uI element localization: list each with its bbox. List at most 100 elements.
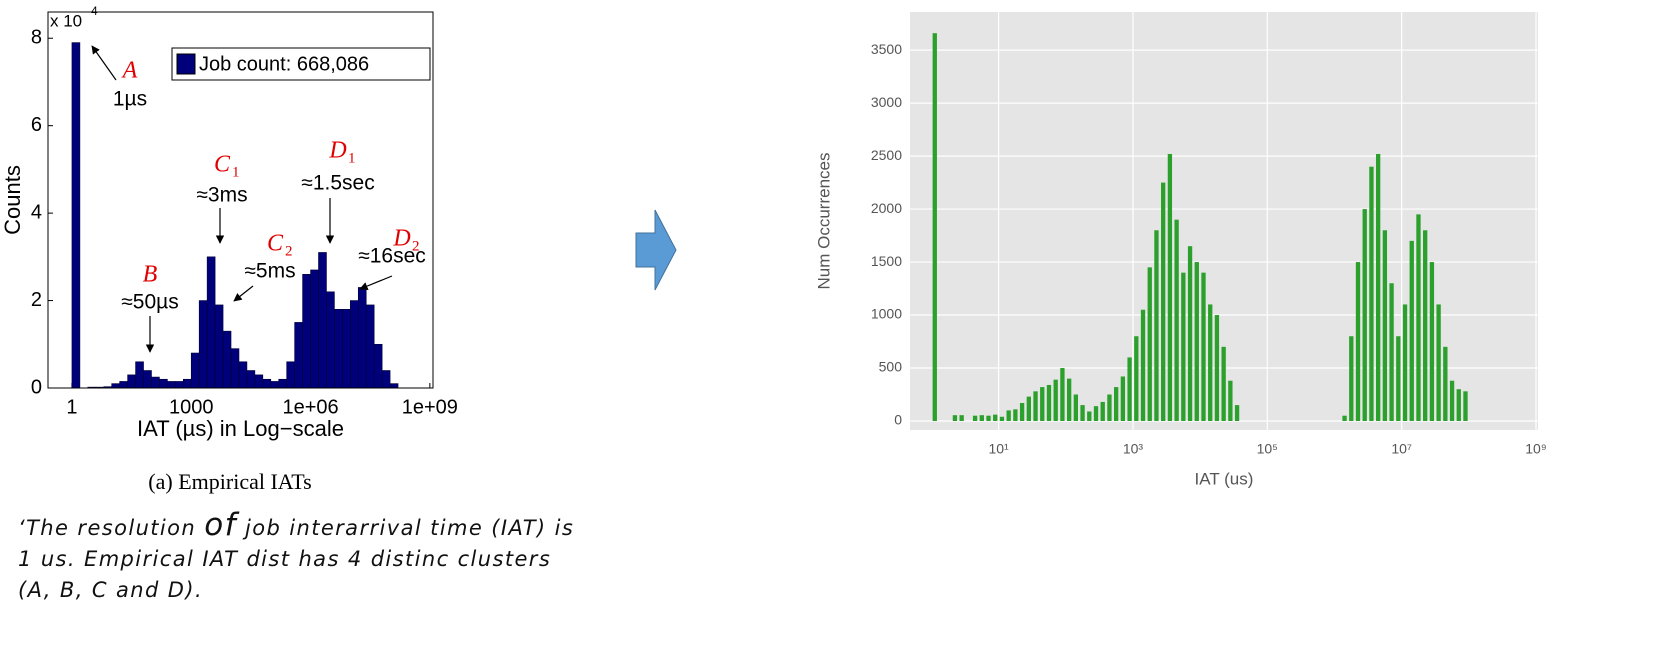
- y-tick-label: 500: [879, 359, 903, 375]
- bar: [1140, 309, 1146, 421]
- note-text: of: [204, 507, 237, 543]
- x-tick-label: 1000: [169, 396, 214, 418]
- bar: [1006, 410, 1011, 421]
- annotation-text: ≈1.5sec: [301, 172, 374, 195]
- bar: [342, 309, 351, 389]
- bar: [326, 291, 335, 389]
- bar: [334, 309, 343, 389]
- y-tick-label: 8: [31, 27, 42, 49]
- x-tick-label: 1e+06: [282, 396, 338, 418]
- x-tick-label: 10⁵: [1257, 441, 1278, 457]
- bar: [1013, 409, 1018, 421]
- bar: [1423, 230, 1428, 421]
- bar: [1429, 262, 1435, 421]
- bar: [175, 381, 184, 389]
- bar: [1026, 396, 1031, 421]
- bar: [350, 300, 359, 389]
- bar: [294, 322, 303, 389]
- bar: [1040, 387, 1045, 421]
- bar: [1369, 166, 1374, 421]
- annotation-symbol: B: [143, 262, 158, 288]
- bar: [1342, 415, 1347, 421]
- x-axis-label: IAT (µs) in Log−scale: [137, 416, 344, 441]
- bar: [365, 304, 375, 389]
- bar: [135, 361, 144, 389]
- bar: [1161, 182, 1166, 421]
- y-tick-label: 1000: [871, 306, 902, 322]
- bar: [1355, 262, 1361, 421]
- annotation-text: ≈16sec: [358, 245, 426, 268]
- bar: [318, 252, 327, 389]
- x-tick-label: 1: [66, 396, 77, 418]
- bar: [1349, 336, 1354, 421]
- bar: [111, 383, 120, 389]
- bar: [182, 378, 192, 389]
- bar: [198, 300, 208, 389]
- y-tick-label: 6: [31, 114, 42, 136]
- bar: [1134, 336, 1139, 421]
- bar: [1362, 209, 1367, 421]
- bar: [1409, 240, 1414, 421]
- bar: [1093, 406, 1099, 421]
- x-tick-label: 10¹: [988, 441, 1009, 457]
- bar: [1087, 411, 1092, 421]
- note-text: job interarrival time (IAT) is 1 us. Emp…: [18, 516, 575, 602]
- x-tick-label: 10⁷: [1391, 441, 1412, 457]
- bar: [1221, 346, 1226, 421]
- bar: [238, 361, 248, 389]
- y-tick-label: 1500: [871, 253, 902, 269]
- bar: [214, 304, 224, 389]
- plot-frame: [47, 11, 434, 389]
- bar: [1201, 272, 1206, 421]
- bar: [993, 414, 998, 421]
- bar: [127, 374, 136, 389]
- bar: [286, 361, 295, 389]
- bar: [1382, 230, 1388, 421]
- bar: [381, 370, 391, 389]
- bar: [230, 348, 240, 389]
- bar: [1073, 394, 1079, 421]
- bar: [206, 256, 216, 389]
- annotation-arrow: [91, 45, 117, 81]
- bar: [119, 381, 128, 389]
- legend-label: Job count: 668,086: [199, 53, 369, 75]
- annotation-text: ≈5ms: [244, 260, 295, 283]
- bar: [1060, 368, 1065, 421]
- bar: [1436, 304, 1441, 421]
- bar: [278, 378, 287, 389]
- bar: [222, 330, 232, 389]
- caption: (a) Empirical IATs: [148, 469, 311, 494]
- y-tick-label: 4: [31, 201, 42, 223]
- bar: [1107, 394, 1112, 421]
- note-text: ‘The resolution: [18, 516, 205, 540]
- bar: [1234, 405, 1240, 421]
- bar: [1463, 391, 1468, 421]
- bar: [1033, 391, 1038, 421]
- bar: [1046, 384, 1052, 421]
- bar: [1449, 380, 1455, 421]
- bar: [270, 381, 280, 389]
- bar: [1214, 315, 1220, 421]
- bar: [1208, 304, 1213, 421]
- note: ‘The resolution of job interarrival time…: [18, 510, 578, 606]
- y-tick-label: 0: [31, 376, 42, 398]
- y-axis-label: Counts: [0, 165, 25, 235]
- annotation-subscript: 2: [285, 243, 293, 259]
- x-tick-label: 10³: [1123, 441, 1144, 457]
- bar: [310, 269, 319, 389]
- bar: [1120, 376, 1126, 421]
- bar: [143, 370, 152, 389]
- bar: [1100, 401, 1105, 421]
- bar: [1167, 153, 1173, 421]
- bar: [1416, 214, 1421, 421]
- bar: [1113, 387, 1119, 421]
- bar: [1127, 357, 1132, 421]
- bar: [972, 415, 978, 421]
- y-multiplier-exponent: 4: [91, 4, 98, 18]
- bar: [959, 415, 964, 421]
- bar: [1187, 246, 1193, 421]
- bar: [1080, 405, 1085, 421]
- bar: [952, 415, 958, 421]
- bar: [159, 378, 168, 389]
